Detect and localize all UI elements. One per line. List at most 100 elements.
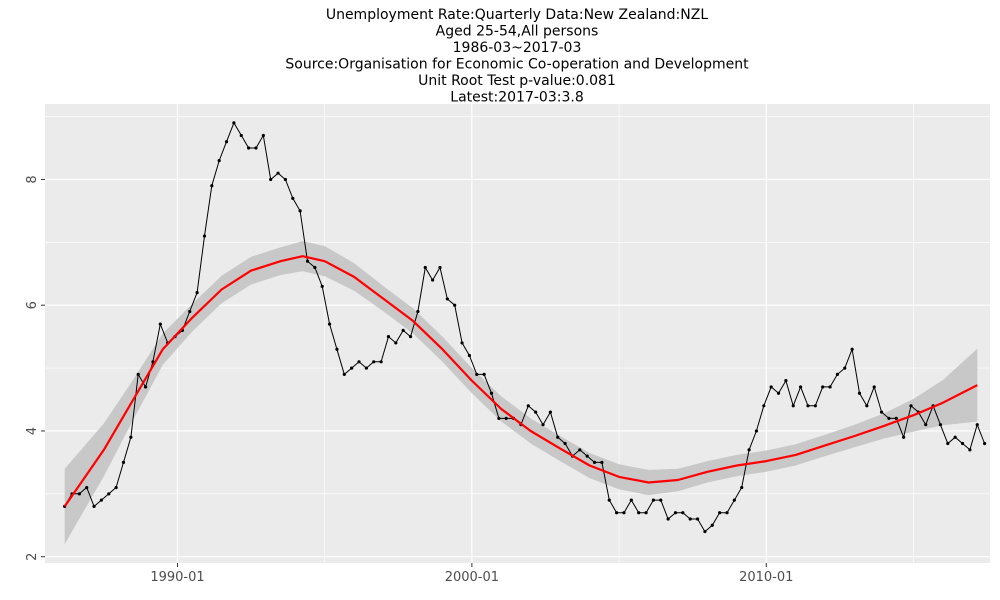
- observed-point-27: [261, 133, 265, 138]
- observed-point-124: [975, 423, 979, 427]
- y-axis: 2 4 6 8: [25, 175, 45, 561]
- y-tick-label-2: 6: [25, 301, 40, 309]
- observed-point-121: [953, 435, 957, 439]
- observed-point-40: [357, 360, 361, 364]
- observed-point-92: [740, 485, 744, 490]
- x-axis: 1990-01 2000-01 2010-01: [150, 563, 793, 585]
- confidence-band: [64, 241, 978, 545]
- observed-point-46: [401, 328, 405, 332]
- observed-point-111: [879, 410, 884, 414]
- title-line-3: 1986-03~2017-03: [453, 40, 582, 56]
- title-line-1: Unemployment Rate:Quarterly Data:New Zea…: [326, 7, 709, 23]
- observed-point-51: [438, 265, 442, 270]
- observed-point-74: [607, 498, 611, 502]
- observed-point-22: [224, 140, 229, 144]
- observed-point-17: [188, 309, 192, 314]
- observed-point-4: [92, 504, 96, 509]
- plot-panel: [45, 104, 990, 563]
- y-tick-label-1: 4: [25, 427, 40, 435]
- observed-point-18: [195, 291, 199, 295]
- observed-point-122: [960, 441, 965, 446]
- observed-point-20: [210, 184, 214, 188]
- observed-point-38: [342, 372, 346, 376]
- observed-point-109: [865, 404, 869, 408]
- observed-point-19: [202, 234, 207, 238]
- observed-point-96: [769, 385, 773, 389]
- x-tick-label-0: 1990-01: [150, 570, 204, 585]
- observed-point-47: [408, 335, 413, 339]
- observed-point-52: [445, 297, 449, 301]
- observed-point-29: [276, 171, 280, 175]
- observed-point-9: [129, 435, 133, 439]
- y-tick-label-3: 8: [25, 175, 40, 183]
- observed-point-71: [585, 454, 589, 458]
- observed-point-123: [968, 448, 972, 452]
- chart-title: Unemployment Rate:Quarterly Data:New Zea…: [285, 7, 749, 106]
- observed-point-101: [806, 404, 810, 408]
- observed-point-110: [872, 385, 876, 389]
- title-line-4: Source:Organisation for Economic Co-oper…: [285, 57, 749, 73]
- observed-point-43: [379, 360, 383, 364]
- observed-point-84: [681, 511, 685, 515]
- observed-point-57: [482, 372, 486, 376]
- observed-point-78: [637, 511, 641, 515]
- observed-point-10: [136, 372, 140, 376]
- observed-point-2: [77, 492, 81, 496]
- observed-point-49: [423, 265, 427, 270]
- observed-point-114: [902, 435, 906, 439]
- observed-point-107: [850, 347, 854, 351]
- observed-point-13: [158, 322, 162, 326]
- x-tick-label-1: 2000-01: [445, 570, 499, 585]
- title-line-5: Unit Root Test p-value:0.081: [418, 73, 616, 89]
- observed-point-89: [718, 511, 722, 515]
- observed-point-95: [762, 404, 766, 408]
- observed-point-113: [894, 416, 898, 420]
- observed-point-77: [629, 498, 633, 502]
- observed-point-102: [813, 404, 817, 408]
- observed-point-68: [563, 441, 567, 446]
- observed-point-106: [843, 366, 847, 370]
- observed-point-73: [600, 460, 604, 464]
- observed-point-58: [489, 391, 494, 395]
- observed-point-5: [99, 498, 104, 502]
- observed-point-55: [467, 353, 472, 358]
- observed-point-25: [247, 146, 251, 150]
- observed-point-103: [821, 385, 825, 389]
- observed-point-67: [556, 435, 560, 439]
- smoothed-trend-line: [63, 255, 978, 508]
- observed-point-66: [548, 410, 552, 414]
- observed-series-line: [64, 121, 986, 533]
- observed-point-3: [85, 485, 89, 490]
- observed-point-11: [143, 385, 148, 389]
- observed-point-39: [350, 366, 354, 370]
- observed-point-97: [776, 391, 781, 395]
- observed-point-56: [475, 372, 479, 376]
- observed-point-28: [269, 177, 273, 182]
- observed-point-32: [298, 209, 302, 213]
- observed-point-104: [828, 385, 832, 389]
- observed-point-30: [283, 177, 288, 182]
- observed-point-31: [291, 196, 295, 200]
- observed-point-99: [791, 404, 795, 408]
- observed-point-82: [666, 517, 670, 521]
- observed-point-65: [541, 423, 545, 427]
- observed-point-35: [320, 284, 324, 288]
- observed-point-83: [673, 511, 678, 515]
- observed-point-81: [659, 498, 663, 502]
- observed-point-79: [644, 511, 648, 515]
- observed-point-26: [254, 146, 258, 150]
- gridlines: [45, 104, 990, 563]
- observed-point-85: [688, 517, 692, 521]
- observed-point-50: [431, 278, 435, 282]
- observed-point-44: [386, 335, 391, 339]
- observed-point-70: [578, 448, 582, 452]
- observed-point-33: [305, 259, 310, 263]
- observed-point-108: [857, 391, 862, 395]
- observed-point-80: [651, 498, 656, 502]
- observed-point-115: [909, 404, 913, 408]
- title-line-2: Aged 25-54,All persons: [436, 24, 599, 40]
- observed-point-63: [526, 404, 530, 408]
- observed-point-105: [835, 372, 840, 376]
- observed-point-34: [313, 265, 317, 270]
